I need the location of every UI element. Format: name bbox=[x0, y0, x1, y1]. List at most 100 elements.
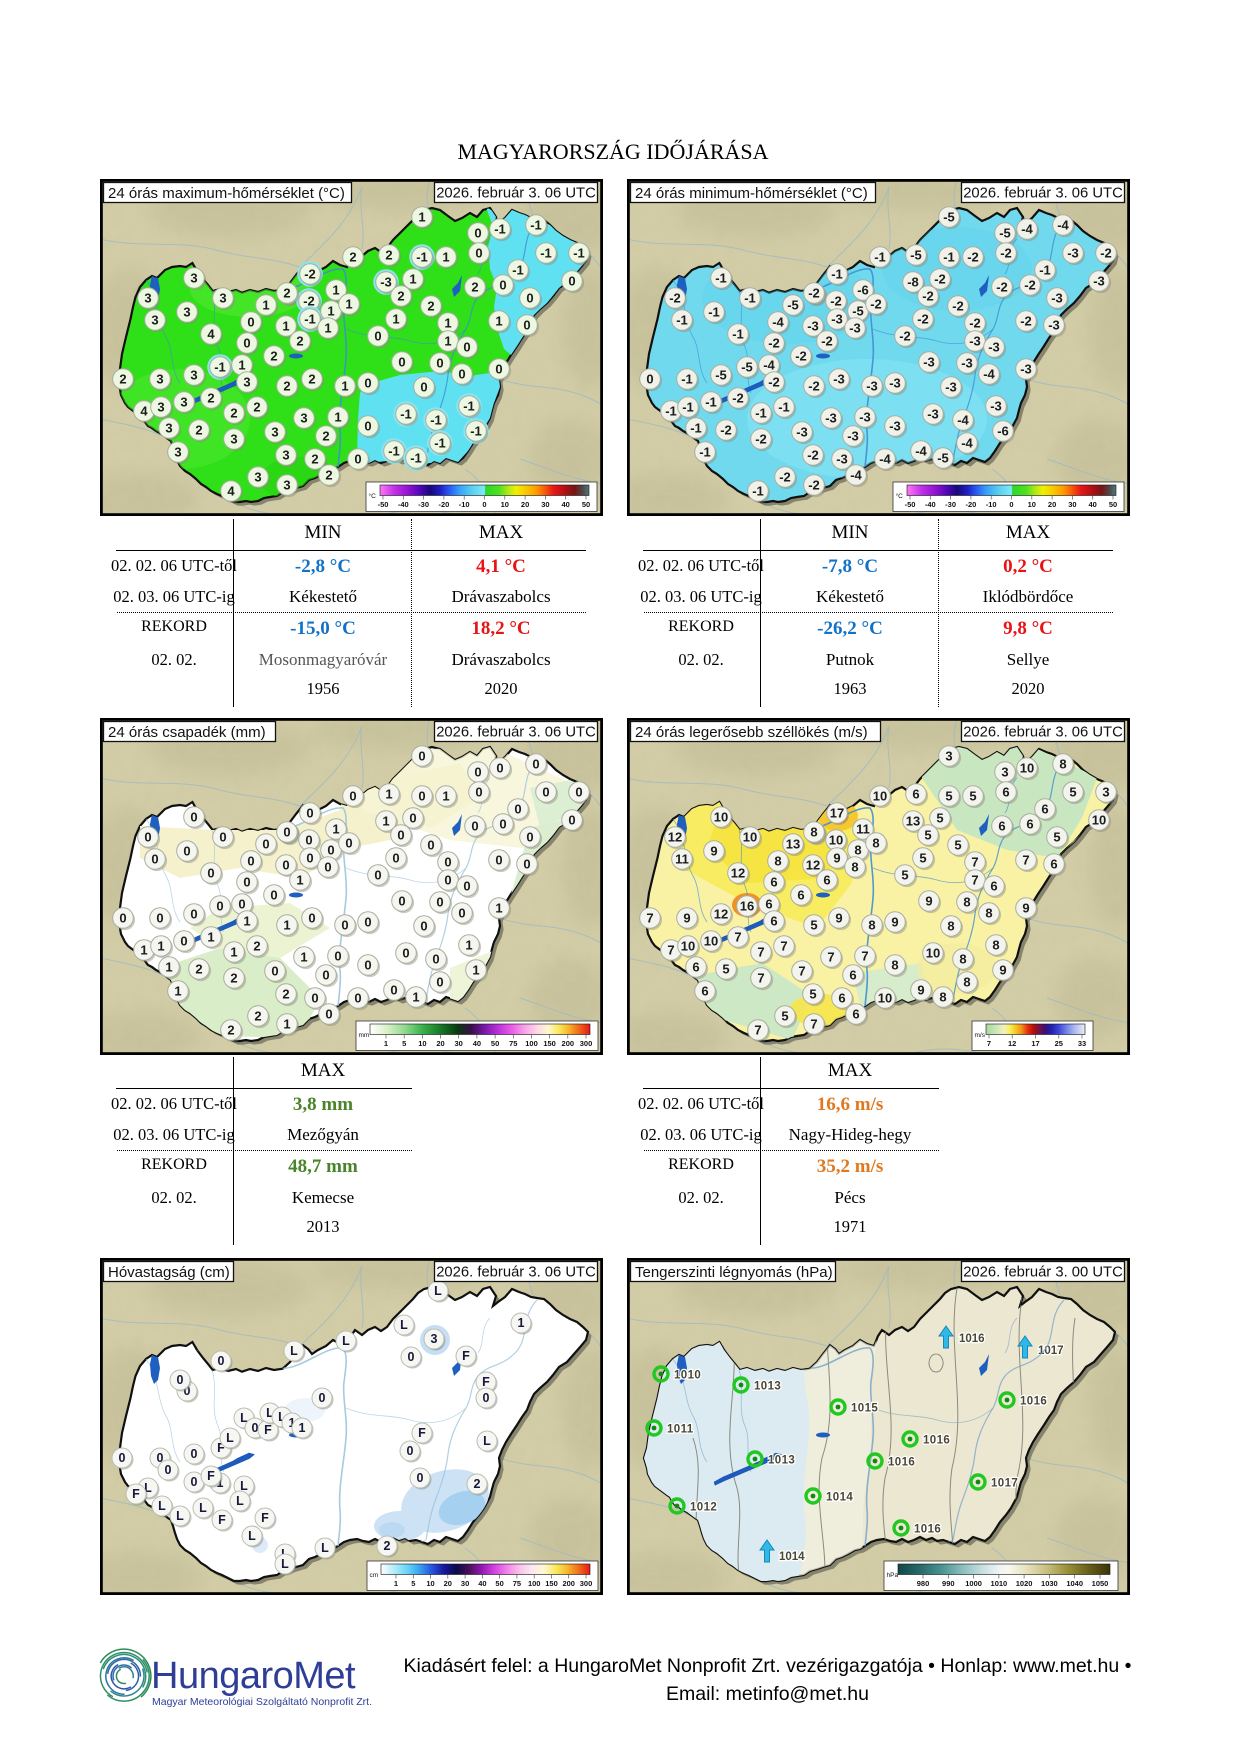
svg-text:Magyar Meteorológiai Szolgálta: Magyar Meteorológiai Szolgáltató Nonprof… bbox=[152, 1696, 372, 1708]
svg-text:1: 1 bbox=[394, 1579, 398, 1588]
svg-text:2: 2 bbox=[349, 250, 356, 265]
svg-text:-8: -8 bbox=[907, 275, 919, 290]
svg-text:0: 0 bbox=[191, 1447, 198, 1461]
svg-text:0: 0 bbox=[398, 355, 405, 370]
svg-text:0: 0 bbox=[474, 765, 481, 780]
svg-text:-3: -3 bbox=[807, 319, 819, 334]
svg-text:0: 0 bbox=[458, 906, 465, 921]
svg-text:-4: -4 bbox=[1021, 222, 1033, 237]
svg-text:-1: -1 bbox=[708, 305, 720, 320]
svg-text:2: 2 bbox=[119, 372, 126, 387]
svg-text:2026. február 3. 00 UTC: 2026. február 3. 00 UTC bbox=[963, 1265, 1123, 1281]
svg-text:-1: -1 bbox=[665, 404, 677, 419]
svg-text:0: 0 bbox=[190, 810, 197, 825]
svg-text:7: 7 bbox=[667, 943, 674, 958]
svg-text:-3: -3 bbox=[923, 355, 935, 370]
svg-text:-3: -3 bbox=[833, 372, 845, 387]
svg-text:4: 4 bbox=[207, 327, 215, 342]
svg-text:11: 11 bbox=[856, 822, 870, 837]
svg-text:1: 1 bbox=[283, 1017, 290, 1032]
svg-text:-1: -1 bbox=[752, 484, 764, 499]
svg-text:L: L bbox=[281, 1557, 289, 1571]
svg-text:1020: 1020 bbox=[1016, 1579, 1033, 1588]
svg-text:8: 8 bbox=[868, 918, 875, 933]
svg-text:24 órás legerősebb széllökés (: 24 órás legerősebb széllökés (m/s) bbox=[635, 724, 868, 741]
svg-text:1014: 1014 bbox=[779, 1551, 805, 1563]
svg-text:5: 5 bbox=[781, 1009, 788, 1024]
svg-text:0: 0 bbox=[311, 991, 318, 1006]
svg-text:-6: -6 bbox=[997, 424, 1009, 439]
svg-text:20: 20 bbox=[436, 1039, 444, 1048]
svg-text:10: 10 bbox=[878, 991, 892, 1006]
svg-text:-3: -3 bbox=[866, 379, 878, 394]
svg-text:0: 0 bbox=[271, 964, 278, 979]
svg-text:1011: 1011 bbox=[667, 1424, 694, 1436]
svg-text:-3: -3 bbox=[831, 312, 843, 327]
svg-text:6: 6 bbox=[990, 879, 997, 894]
svg-text:24 órás maximum-hőmérséklet (°: 24 órás maximum-hőmérséklet (°C) bbox=[108, 185, 345, 202]
svg-text:0: 0 bbox=[364, 376, 371, 391]
svg-text:F: F bbox=[217, 1441, 225, 1455]
svg-text:3: 3 bbox=[271, 425, 278, 440]
svg-text:1: 1 bbox=[341, 379, 348, 394]
svg-text:2: 2 bbox=[474, 1477, 481, 1491]
svg-text:L: L bbox=[321, 1541, 329, 1555]
svg-text:1: 1 bbox=[495, 314, 502, 329]
svg-text:1: 1 bbox=[334, 410, 341, 425]
svg-text:2: 2 bbox=[283, 286, 290, 301]
svg-text:0: 0 bbox=[180, 934, 187, 949]
svg-text:-4: -4 bbox=[957, 413, 969, 428]
svg-text:0: 0 bbox=[436, 895, 443, 910]
svg-text:3: 3 bbox=[1001, 765, 1008, 780]
svg-text:mm: mm bbox=[359, 1032, 370, 1039]
svg-text:1: 1 bbox=[299, 1421, 306, 1435]
svg-text:1: 1 bbox=[230, 945, 237, 960]
svg-text:1: 1 bbox=[140, 943, 147, 958]
svg-text:10: 10 bbox=[1020, 761, 1034, 776]
svg-text:2026. február 3. 06 UTC: 2026. február 3. 06 UTC bbox=[436, 1265, 596, 1281]
svg-text:-2: -2 bbox=[304, 267, 316, 282]
svg-text:6: 6 bbox=[1026, 817, 1033, 832]
svg-text:-1: -1 bbox=[434, 436, 446, 451]
svg-text:3: 3 bbox=[254, 470, 261, 485]
svg-text:3: 3 bbox=[183, 305, 190, 320]
svg-text:-4: -4 bbox=[1057, 218, 1069, 233]
svg-text:25: 25 bbox=[1055, 1039, 1063, 1048]
svg-text:0: 0 bbox=[392, 851, 399, 866]
svg-text:F: F bbox=[264, 1423, 272, 1437]
svg-text:-2: -2 bbox=[934, 272, 946, 287]
svg-text:0: 0 bbox=[526, 291, 533, 306]
svg-text:1017: 1017 bbox=[1038, 1345, 1064, 1357]
svg-text:-4: -4 bbox=[772, 315, 784, 330]
svg-text:5: 5 bbox=[969, 789, 976, 804]
svg-text:6: 6 bbox=[998, 819, 1005, 834]
svg-text:-1: -1 bbox=[699, 445, 711, 460]
svg-text:1: 1 bbox=[327, 304, 334, 319]
svg-text:1: 1 bbox=[282, 319, 289, 334]
svg-text:°C: °C bbox=[896, 492, 904, 500]
svg-text:0: 0 bbox=[418, 789, 425, 804]
svg-text:-3: -3 bbox=[847, 429, 859, 444]
svg-text:L: L bbox=[278, 1410, 286, 1424]
svg-text:0: 0 bbox=[575, 785, 582, 800]
svg-text:0: 0 bbox=[247, 315, 254, 330]
svg-text:300: 300 bbox=[580, 1039, 593, 1048]
svg-text:17: 17 bbox=[1031, 1039, 1039, 1048]
svg-text:13: 13 bbox=[786, 837, 800, 852]
svg-text:-50: -50 bbox=[378, 500, 389, 509]
svg-text:L: L bbox=[158, 1499, 166, 1513]
svg-text:2: 2 bbox=[195, 962, 202, 977]
svg-text:0: 0 bbox=[324, 860, 331, 875]
svg-text:-2: -2 bbox=[808, 478, 820, 493]
svg-text:L: L bbox=[199, 1501, 207, 1515]
svg-text:-1: -1 bbox=[1039, 263, 1051, 278]
svg-text:8: 8 bbox=[774, 854, 781, 869]
svg-text:-3: -3 bbox=[849, 321, 861, 336]
svg-text:9: 9 bbox=[917, 983, 924, 998]
svg-text:L: L bbox=[400, 1318, 408, 1332]
svg-text:0: 0 bbox=[184, 1384, 191, 1398]
svg-text:7: 7 bbox=[987, 1039, 991, 1048]
svg-text:-1: -1 bbox=[470, 424, 482, 439]
svg-text:0: 0 bbox=[364, 958, 371, 973]
svg-text:-5: -5 bbox=[852, 304, 864, 319]
